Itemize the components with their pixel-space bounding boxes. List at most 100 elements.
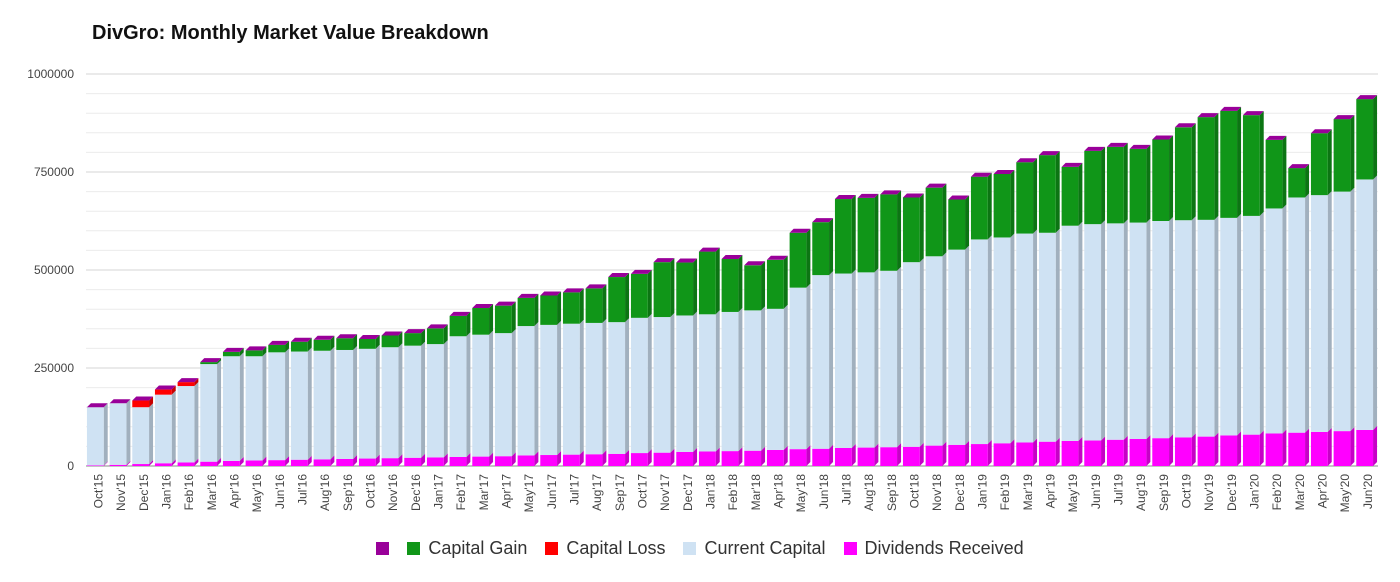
x-tick-label: Apr'18 — [772, 474, 786, 509]
bar-side — [1169, 434, 1174, 466]
x-tick-label: Sep'19 — [1157, 474, 1171, 511]
bar-side — [421, 453, 426, 466]
bar-side — [715, 310, 720, 452]
bar-side — [239, 347, 244, 357]
legend-item: Capital Loss — [545, 538, 665, 559]
bar-top — [426, 324, 448, 329]
bar-segment — [540, 295, 558, 325]
bar-segment — [222, 351, 240, 357]
legend-swatch — [407, 542, 421, 555]
bar-side — [1146, 144, 1151, 223]
bar-segment — [744, 450, 762, 466]
bar-side — [942, 183, 947, 257]
bar-side — [330, 335, 335, 351]
bar-side — [489, 304, 494, 335]
x-tick-label: Jun'17 — [545, 474, 559, 509]
bar-segment — [676, 451, 694, 466]
x-tick-label: Jul'19 — [1112, 474, 1126, 505]
bar-segment — [744, 265, 762, 311]
bar-side — [1078, 162, 1083, 226]
x-tick-label: May'20 — [1338, 474, 1352, 513]
bar-side — [443, 453, 448, 466]
bar-top — [585, 284, 607, 289]
bar-side — [693, 447, 698, 466]
bar-side — [194, 378, 199, 387]
x-tick-label: Jan'16 — [160, 474, 174, 509]
bar-segment — [132, 400, 150, 408]
bar-segment — [154, 389, 172, 395]
bar-segment — [1242, 115, 1260, 216]
bar-side — [1123, 142, 1128, 224]
bar-segment — [1129, 438, 1147, 466]
bar-top — [1084, 146, 1106, 151]
bar-side — [511, 301, 516, 334]
bar-segment — [1310, 195, 1328, 432]
bar-top — [1129, 144, 1151, 149]
bar-segment — [358, 458, 376, 466]
bar-side — [1055, 437, 1060, 466]
bar-segment — [268, 344, 286, 353]
x-tick-label: Jan'20 — [1248, 474, 1262, 509]
bar-top — [970, 172, 992, 177]
bar-side — [1146, 218, 1151, 439]
bar-segment — [1288, 432, 1306, 466]
bar-side — [783, 255, 788, 309]
bar-side — [1237, 431, 1242, 466]
bar-segment — [1310, 431, 1328, 466]
bar-segment — [517, 297, 535, 327]
bar-segment — [1288, 197, 1306, 433]
bar-side — [171, 385, 176, 395]
bar-segment — [313, 339, 331, 351]
bar-side — [1327, 191, 1332, 432]
bar-top — [268, 340, 290, 345]
x-tick-label: Jun'18 — [817, 474, 831, 509]
bar-segment — [222, 356, 240, 461]
bar-side — [829, 271, 834, 449]
bar-top — [789, 228, 811, 233]
bar-segment — [925, 256, 943, 446]
bar-segment — [200, 461, 218, 466]
x-tick-label: Oct'17 — [636, 474, 650, 509]
bar-side — [330, 455, 335, 466]
bar-side — [489, 330, 494, 457]
bar-side — [602, 450, 607, 466]
bar-side — [307, 347, 312, 460]
bar-segment — [585, 288, 603, 323]
x-tick-label: Apr'19 — [1044, 474, 1058, 509]
bar-segment — [381, 335, 399, 348]
x-tick-label: Aug'17 — [590, 474, 604, 511]
bar-side — [557, 291, 562, 325]
bar-segment — [1288, 168, 1306, 198]
bar-top — [1061, 162, 1083, 167]
bar-side — [421, 341, 426, 458]
bar-side — [670, 313, 675, 453]
x-tick-label: Feb'19 — [998, 474, 1012, 511]
bar-segment — [313, 459, 331, 466]
x-tick-label: Jul'18 — [840, 474, 854, 505]
bar-segment — [358, 348, 376, 459]
bar-segment — [449, 336, 467, 457]
x-tick-label: Dec'15 — [137, 474, 151, 511]
bar-segment — [789, 232, 807, 288]
bar-top — [744, 261, 766, 266]
bar-side — [919, 442, 924, 466]
x-tick-label: Mar'19 — [1021, 474, 1035, 511]
bar-segment — [1220, 217, 1238, 436]
x-tick-label: Mar'18 — [749, 474, 763, 511]
bar-side — [625, 449, 630, 466]
bar-side — [897, 190, 902, 271]
bar-side — [217, 358, 222, 365]
bar-segment — [970, 176, 988, 240]
bar-segment — [1356, 429, 1374, 466]
bar-side — [738, 255, 743, 312]
bar-segment — [494, 456, 512, 466]
x-tick-label: May'16 — [250, 474, 264, 513]
bar-segment — [1152, 139, 1170, 221]
bar-segment — [109, 403, 127, 465]
y-tick-label: 0 — [67, 459, 74, 473]
bar-side — [1010, 439, 1015, 466]
bar-segment — [1333, 431, 1351, 466]
legend-label: Capital Loss — [566, 538, 666, 558]
bar-segment — [562, 323, 580, 455]
